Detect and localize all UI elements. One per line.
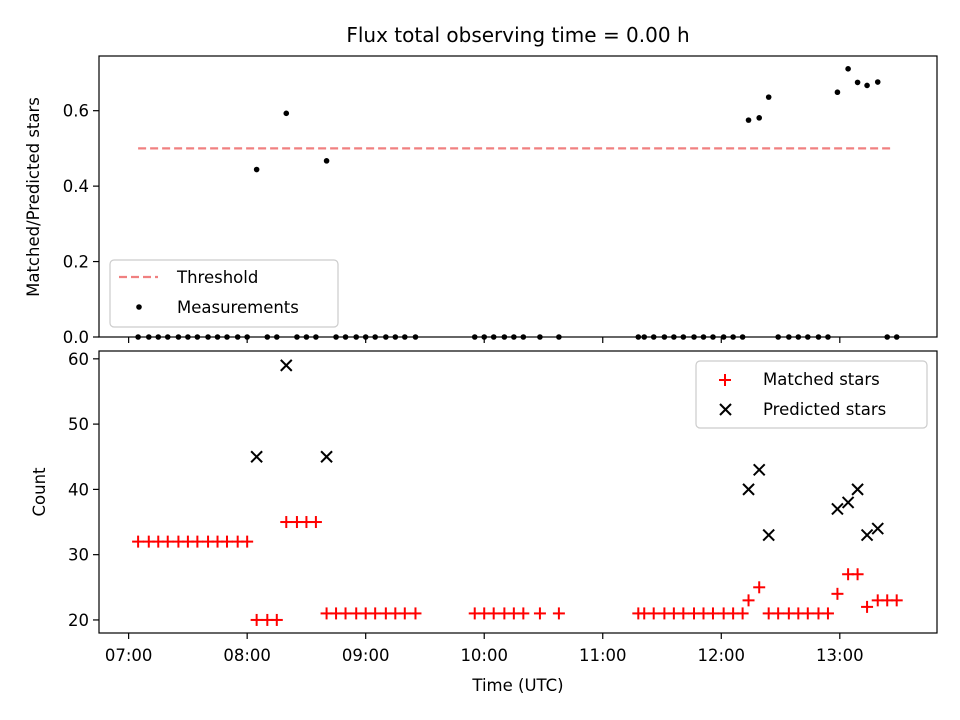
measurement-point bbox=[845, 66, 851, 72]
top-legend-box bbox=[109, 259, 339, 328]
y-tick-label: 50 bbox=[68, 415, 89, 434]
matched-stars-point bbox=[339, 607, 352, 620]
matched-stars-point bbox=[706, 607, 719, 620]
measurement-point bbox=[864, 82, 870, 89]
matched-stars-point bbox=[191, 535, 204, 548]
bottom-panel: 20 30 40 50 60 07:00 08:00 09:00 10:00 11:00 12:0… bbox=[30, 350, 938, 695]
predicted-stars-point bbox=[871, 522, 884, 535]
legend-predicted-label: Predicted stars bbox=[763, 400, 886, 419]
matched-stars-point bbox=[398, 607, 411, 620]
x-tick-label: 11:00 bbox=[579, 646, 627, 665]
predicted-stars-point bbox=[831, 502, 844, 516]
bottom-plot-area bbox=[132, 359, 903, 626]
y-tick-label: 0.0 bbox=[63, 328, 89, 347]
matched-stars-point bbox=[831, 587, 844, 600]
predicted-stars-point bbox=[762, 528, 775, 542]
predicted-stars-point bbox=[841, 496, 855, 509]
x-tick-label: 13:00 bbox=[816, 646, 864, 665]
y-tick-label: 30 bbox=[68, 546, 89, 565]
measurement-point bbox=[323, 158, 330, 164]
matched-stars-point bbox=[677, 607, 690, 620]
y-tick-label: 0.2 bbox=[63, 253, 89, 272]
matched-stars-point bbox=[132, 535, 145, 548]
top-legend: Threshold Measurements bbox=[109, 259, 339, 328]
bottom-axes-frame bbox=[98, 350, 938, 634]
legend-measurements-marker bbox=[136, 304, 142, 310]
predicted-stars-point bbox=[851, 483, 864, 496]
matched-stars-point bbox=[861, 600, 874, 613]
y-tick-label: 0.6 bbox=[63, 102, 89, 121]
top-axes-frame bbox=[98, 55, 938, 338]
measurement-point bbox=[283, 110, 290, 117]
matched-stars-point bbox=[309, 516, 322, 529]
measurement-point bbox=[756, 115, 763, 121]
legend-threshold-label: Threshold bbox=[176, 268, 258, 287]
matched-stars-point bbox=[161, 535, 174, 548]
matched-stars-point bbox=[517, 607, 530, 620]
top-panel: 0.0 0.2 0.4 0.6 Matched/Predicted stars Thr… bbox=[24, 55, 938, 347]
matched-stars-point bbox=[736, 607, 749, 620]
measurement-point bbox=[765, 94, 772, 100]
bottom-legend-box bbox=[695, 360, 928, 429]
measurement-point bbox=[834, 89, 841, 96]
bottom-legend: Matched stars Predicted stars bbox=[695, 360, 928, 429]
matched-stars-point bbox=[742, 594, 755, 607]
matched-stars-point bbox=[369, 607, 382, 620]
matched-stars-point bbox=[552, 607, 565, 620]
measurement-point bbox=[745, 117, 752, 123]
bottom-y-ticks: 20 30 40 50 60 bbox=[68, 350, 99, 630]
matched-stars-point bbox=[753, 581, 766, 594]
matched-stars-point bbox=[821, 607, 834, 620]
predicted-stars-point bbox=[742, 483, 755, 496]
matched-stars-point bbox=[270, 613, 283, 626]
matched-stars-point bbox=[890, 594, 903, 607]
y-tick-label: 60 bbox=[68, 350, 89, 369]
top-x-ticks bbox=[128, 337, 841, 343]
predicted-stars-point bbox=[320, 450, 333, 463]
y-tick-label: 40 bbox=[68, 480, 89, 499]
bottom-x-ticks: 07:00 08:00 09:00 10:00 11:00 12:00 13:00 bbox=[105, 633, 864, 665]
matched-stars-point bbox=[280, 516, 293, 529]
measurement-point bbox=[874, 79, 881, 85]
matched-stars-point bbox=[221, 535, 234, 548]
matched-stars-point bbox=[533, 607, 546, 620]
measurement-point bbox=[253, 166, 260, 173]
top-y-ticks: 0.0 0.2 0.4 0.6 bbox=[63, 102, 99, 347]
x-tick-label: 12:00 bbox=[697, 646, 745, 665]
y-tick-label: 20 bbox=[68, 611, 89, 630]
x-tick-label: 07:00 bbox=[105, 646, 153, 665]
bottom-x-axis-label: Time (UTC) bbox=[471, 676, 563, 695]
matched-stars-point bbox=[409, 607, 422, 620]
matched-stars-point bbox=[801, 607, 814, 620]
x-tick-label: 09:00 bbox=[342, 646, 390, 665]
legend-matched-marker bbox=[719, 374, 731, 386]
chart-title: Flux total observing time = 0.00 h bbox=[346, 23, 689, 47]
matched-stars-point bbox=[487, 607, 500, 620]
legend-predicted-marker bbox=[719, 403, 732, 416]
matched-stars-point bbox=[647, 607, 660, 620]
predicted-stars-point bbox=[280, 359, 293, 372]
legend-matched-label: Matched stars bbox=[763, 370, 880, 389]
predicted-stars-point bbox=[860, 528, 874, 542]
matched-stars-point bbox=[772, 607, 785, 620]
x-tick-label: 08:00 bbox=[223, 646, 271, 665]
matched-stars-point bbox=[250, 613, 263, 626]
top-y-axis-label: Matched/Predicted stars bbox=[24, 97, 43, 297]
x-tick-label: 10:00 bbox=[460, 646, 508, 665]
measurement-point bbox=[854, 79, 861, 86]
predicted-stars-point bbox=[752, 463, 766, 477]
predicted-stars-point bbox=[250, 450, 263, 463]
bottom-y-axis-label: Count bbox=[30, 467, 49, 517]
matched-stars-point bbox=[851, 568, 864, 581]
matched-stars-point bbox=[241, 535, 254, 548]
y-tick-label: 0.4 bbox=[63, 177, 89, 196]
legend-measurements-label: Measurements bbox=[177, 298, 299, 317]
